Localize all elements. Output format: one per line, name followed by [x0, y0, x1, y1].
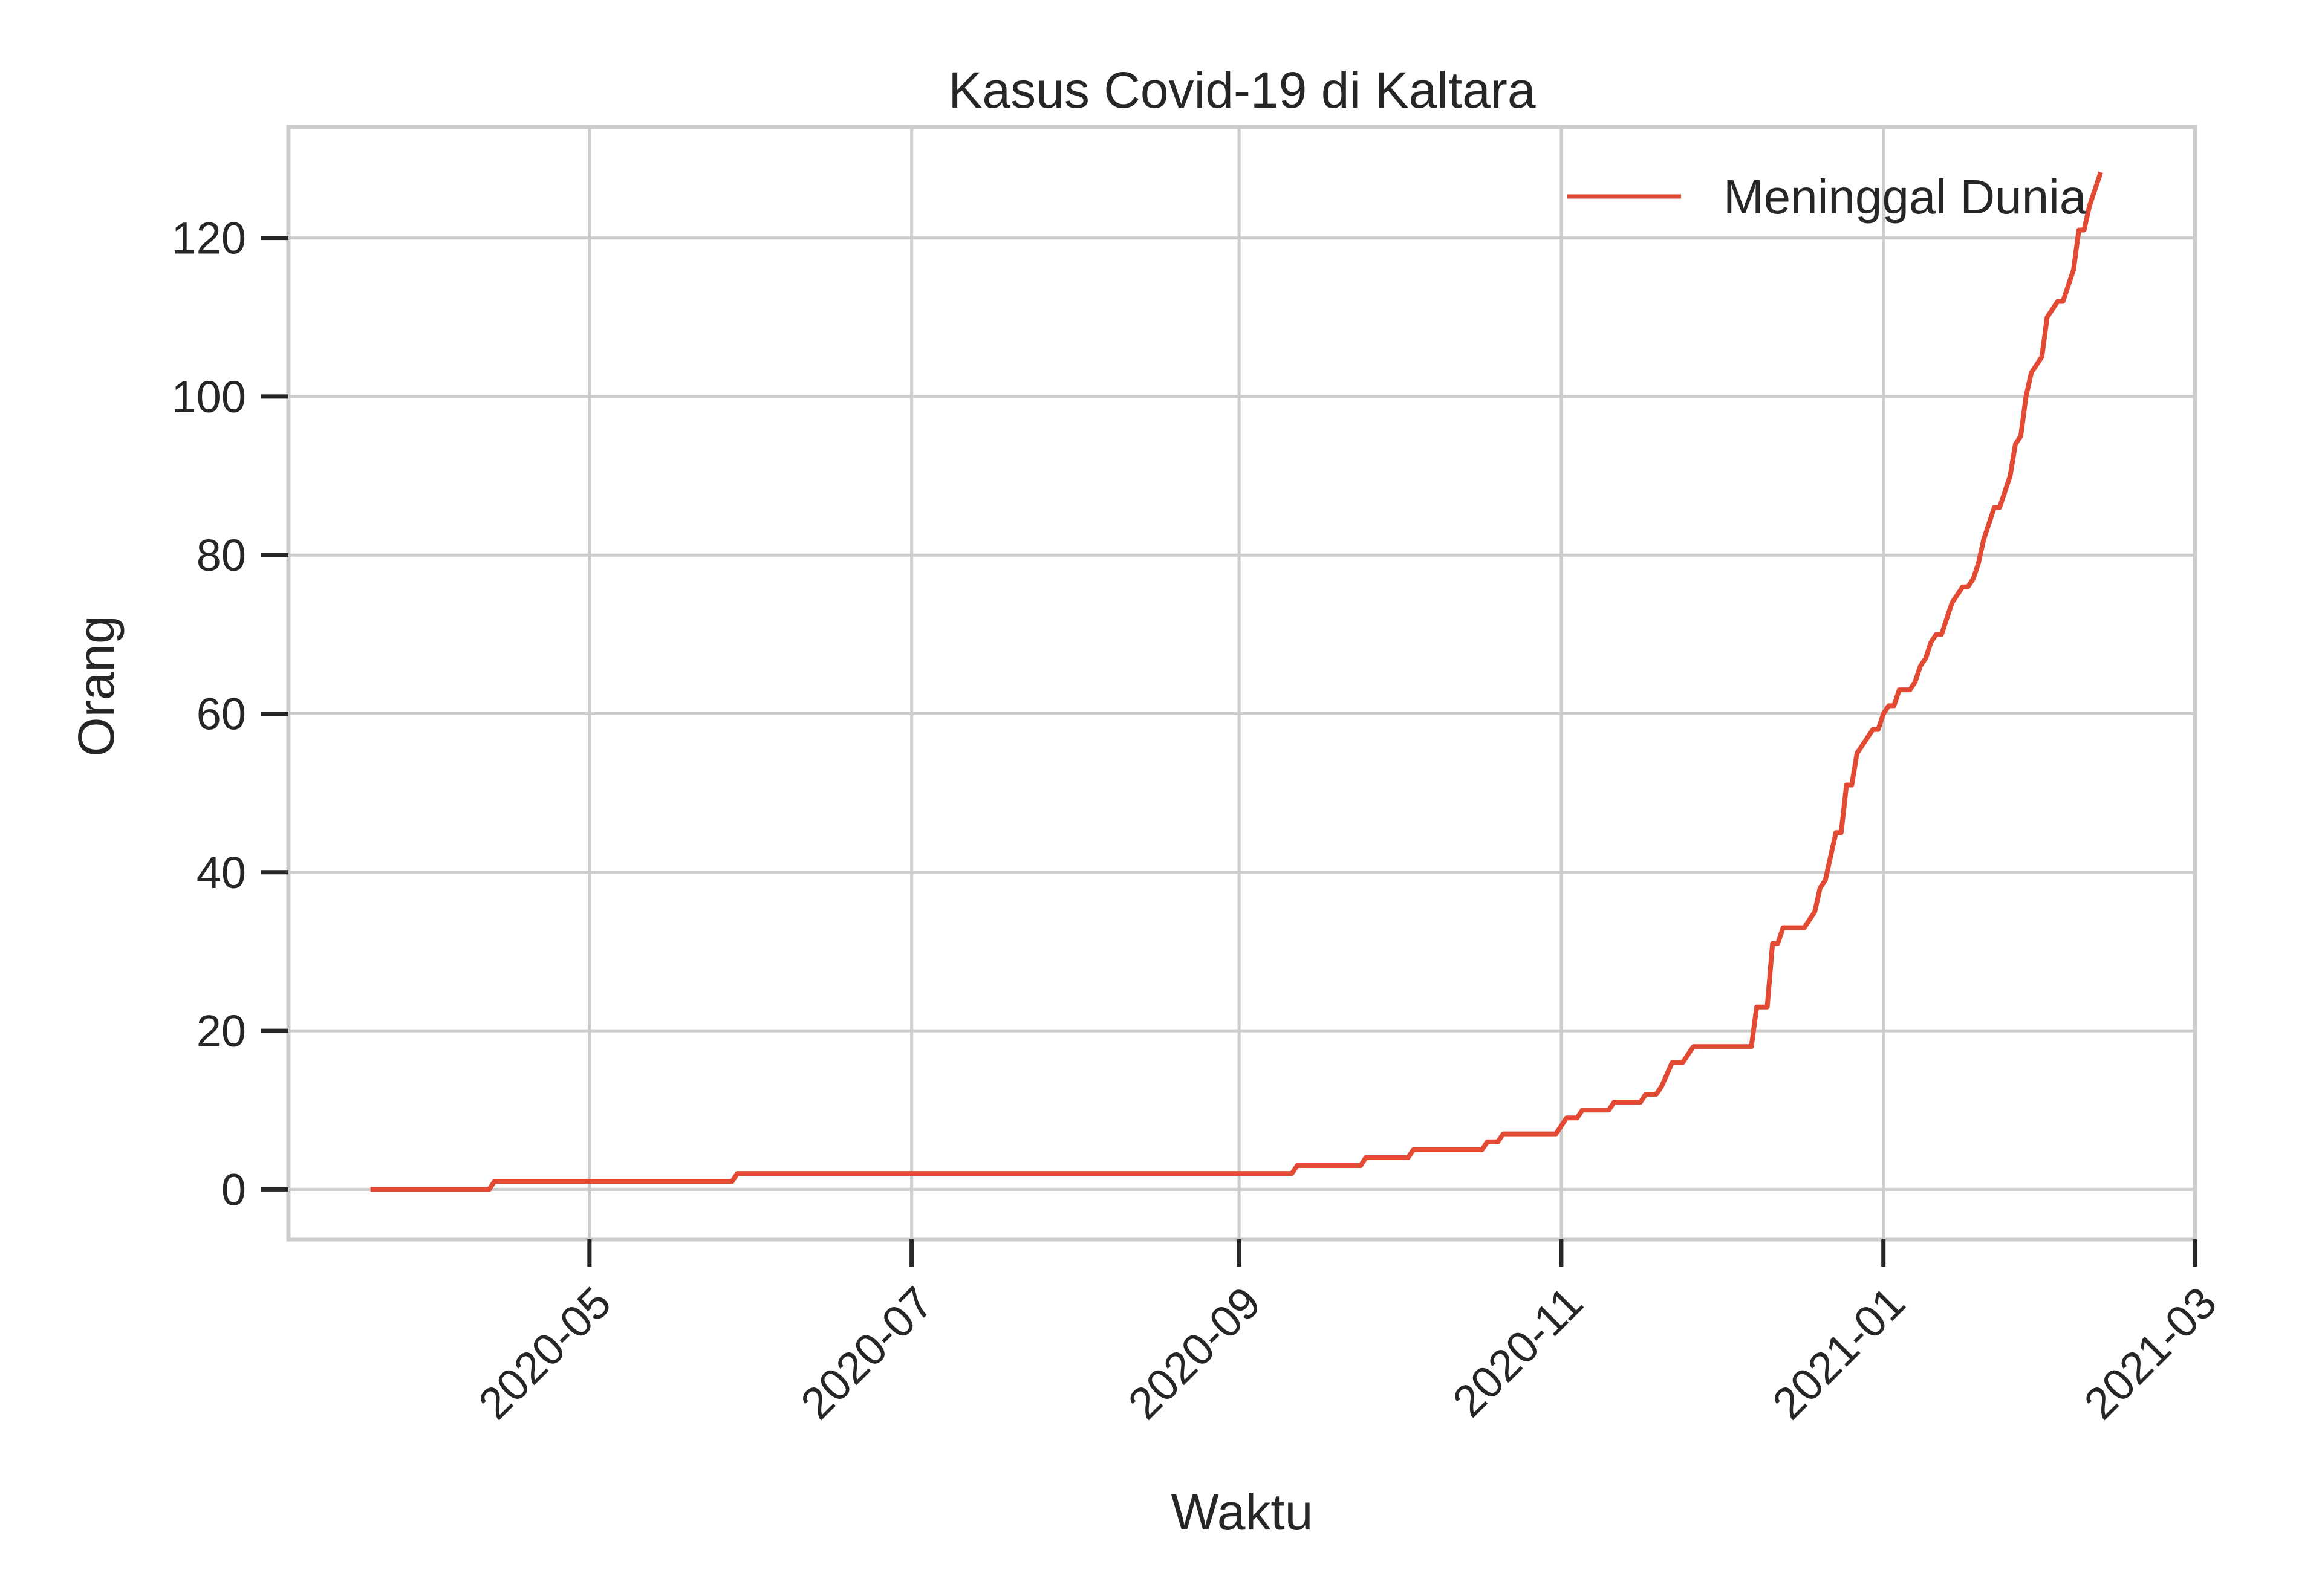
series-line-meninggal-dunia: [370, 171, 2103, 1192]
y-tick-label: 20: [197, 1006, 246, 1056]
grid-lines: [288, 127, 2197, 1239]
y-tick-label: 80: [197, 530, 246, 580]
legend-label-meninggal-dunia: Meninggal Dunia: [1723, 170, 2087, 224]
y-tick-label: 40: [197, 848, 246, 898]
plot-area-frame: [286, 125, 2197, 1242]
series-lines: [370, 171, 2103, 1192]
y-tick-label: 60: [197, 689, 246, 739]
x-axis-title: Waktu: [1171, 1484, 1313, 1540]
y-tick-label: 120: [172, 213, 246, 264]
legend: Meninggal Dunia: [1567, 170, 2087, 224]
y-tick-label: 100: [172, 372, 246, 422]
chart-title: Kasus Covid-19 di Kaltara: [948, 62, 1535, 118]
y-tick-label: 0: [221, 1164, 246, 1215]
y-axis-title: Orang: [68, 615, 125, 756]
